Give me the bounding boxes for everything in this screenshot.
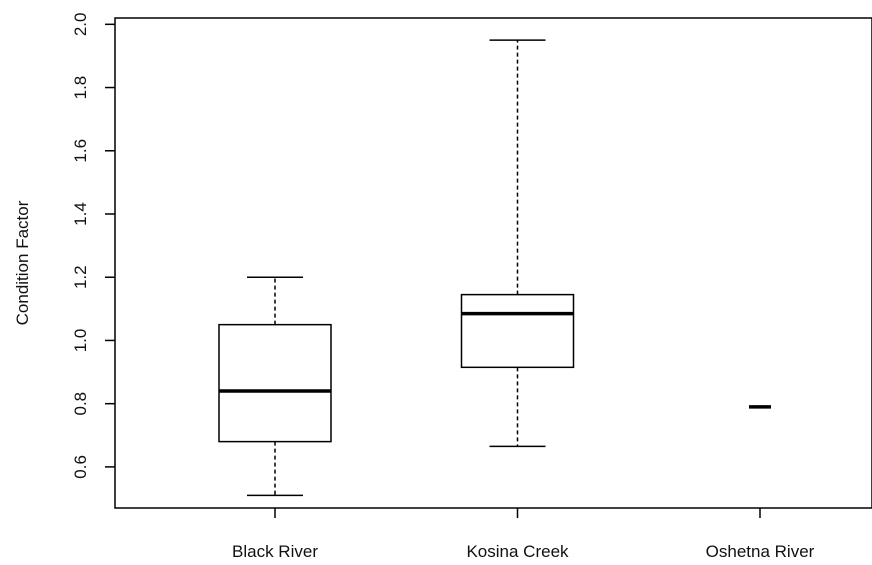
y-tick-label: 1.0 [71, 329, 90, 353]
y-tick-label: 2.0 [71, 13, 90, 37]
y-axis-label: Condition Factor [13, 200, 32, 325]
iqr-box [218, 323, 332, 443]
boxes [218, 39, 771, 497]
y-tick-label: 1.8 [71, 76, 90, 100]
box-group [460, 39, 575, 448]
box-group [218, 276, 332, 497]
y-tick-label: 1.6 [71, 139, 90, 163]
y-axis: 0.6 0.8 1.0 1.2 1.4 1.6 1.8 2.0 [71, 13, 115, 479]
y-tick-label: 1.2 [71, 265, 90, 289]
x-tick-label: Black River [232, 542, 318, 561]
x-tick-label: Kosina Creek [466, 542, 569, 561]
plot-frame [114, 17, 872, 509]
y-tick-label: 1.4 [71, 202, 90, 226]
iqr-box [460, 293, 575, 369]
x-tick-label: Oshetna River [706, 542, 815, 561]
y-tick-label: 0.6 [71, 455, 90, 479]
x-axis: Black River Kosina Creek Oshetna River [232, 508, 815, 561]
y-tick-label: 0.8 [71, 392, 90, 416]
